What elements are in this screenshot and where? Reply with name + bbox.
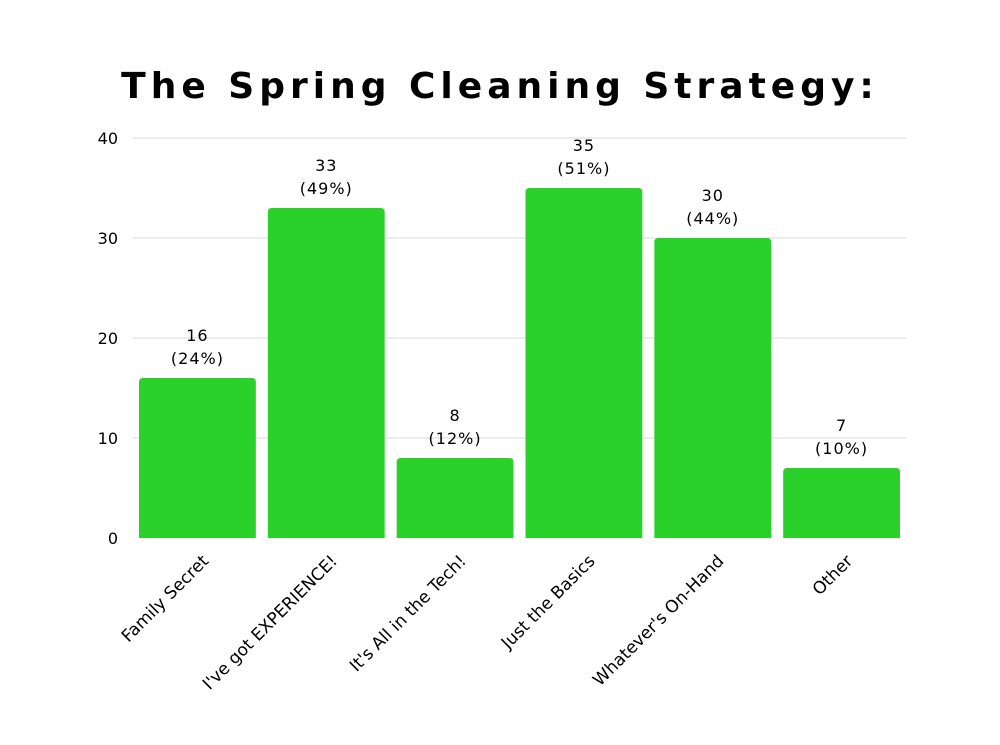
bar — [267, 208, 385, 538]
bar-percent-label: (12%) — [429, 429, 482, 448]
bar — [783, 468, 900, 538]
y-tick-label: 30 — [98, 229, 118, 248]
chart-title: The Spring Cleaning Strategy: — [121, 66, 879, 107]
x-category-label: Other — [809, 551, 857, 599]
y-tick-label: 20 — [98, 329, 118, 348]
y-tick-label: 10 — [98, 429, 118, 448]
bar-value-label: 30 — [702, 186, 724, 205]
bar-value-label: 35 — [573, 136, 595, 155]
data-labels: 16 (24%) 33 (49%) 8 (12%) 35 (51%) 30 (44%) 7 (10%) — [171, 136, 868, 458]
bar-value-label: 7 — [836, 416, 847, 435]
bar — [654, 238, 772, 538]
y-tick-label: 0 — [108, 529, 118, 548]
bar — [525, 188, 643, 538]
x-category-label: Just the Basics — [497, 551, 600, 654]
bar — [396, 458, 514, 538]
bar-percent-label: (10%) — [815, 439, 868, 458]
bar — [139, 378, 256, 538]
bars — [139, 188, 900, 538]
bar-percent-label: (24%) — [171, 349, 224, 368]
x-category-label: Whatever's On-Hand — [589, 551, 728, 690]
bar-value-label: 33 — [315, 156, 337, 175]
bar-percent-label: (49%) — [300, 179, 353, 198]
bar-percent-label: (51%) — [557, 159, 610, 178]
x-category-label: It's All in the Tech! — [346, 551, 471, 676]
bar-value-label: 16 — [186, 326, 208, 345]
bar-value-label: 8 — [449, 406, 460, 425]
y-axis-ticks: 0 10 20 30 40 — [98, 129, 118, 548]
x-category-label: Family Secret — [118, 551, 213, 646]
x-category-label: I've got EXPERIENCE! — [199, 551, 342, 694]
y-tick-label: 40 — [98, 129, 118, 148]
bar-percent-label: (44%) — [686, 209, 739, 228]
grid-lines — [133, 137, 906, 439]
